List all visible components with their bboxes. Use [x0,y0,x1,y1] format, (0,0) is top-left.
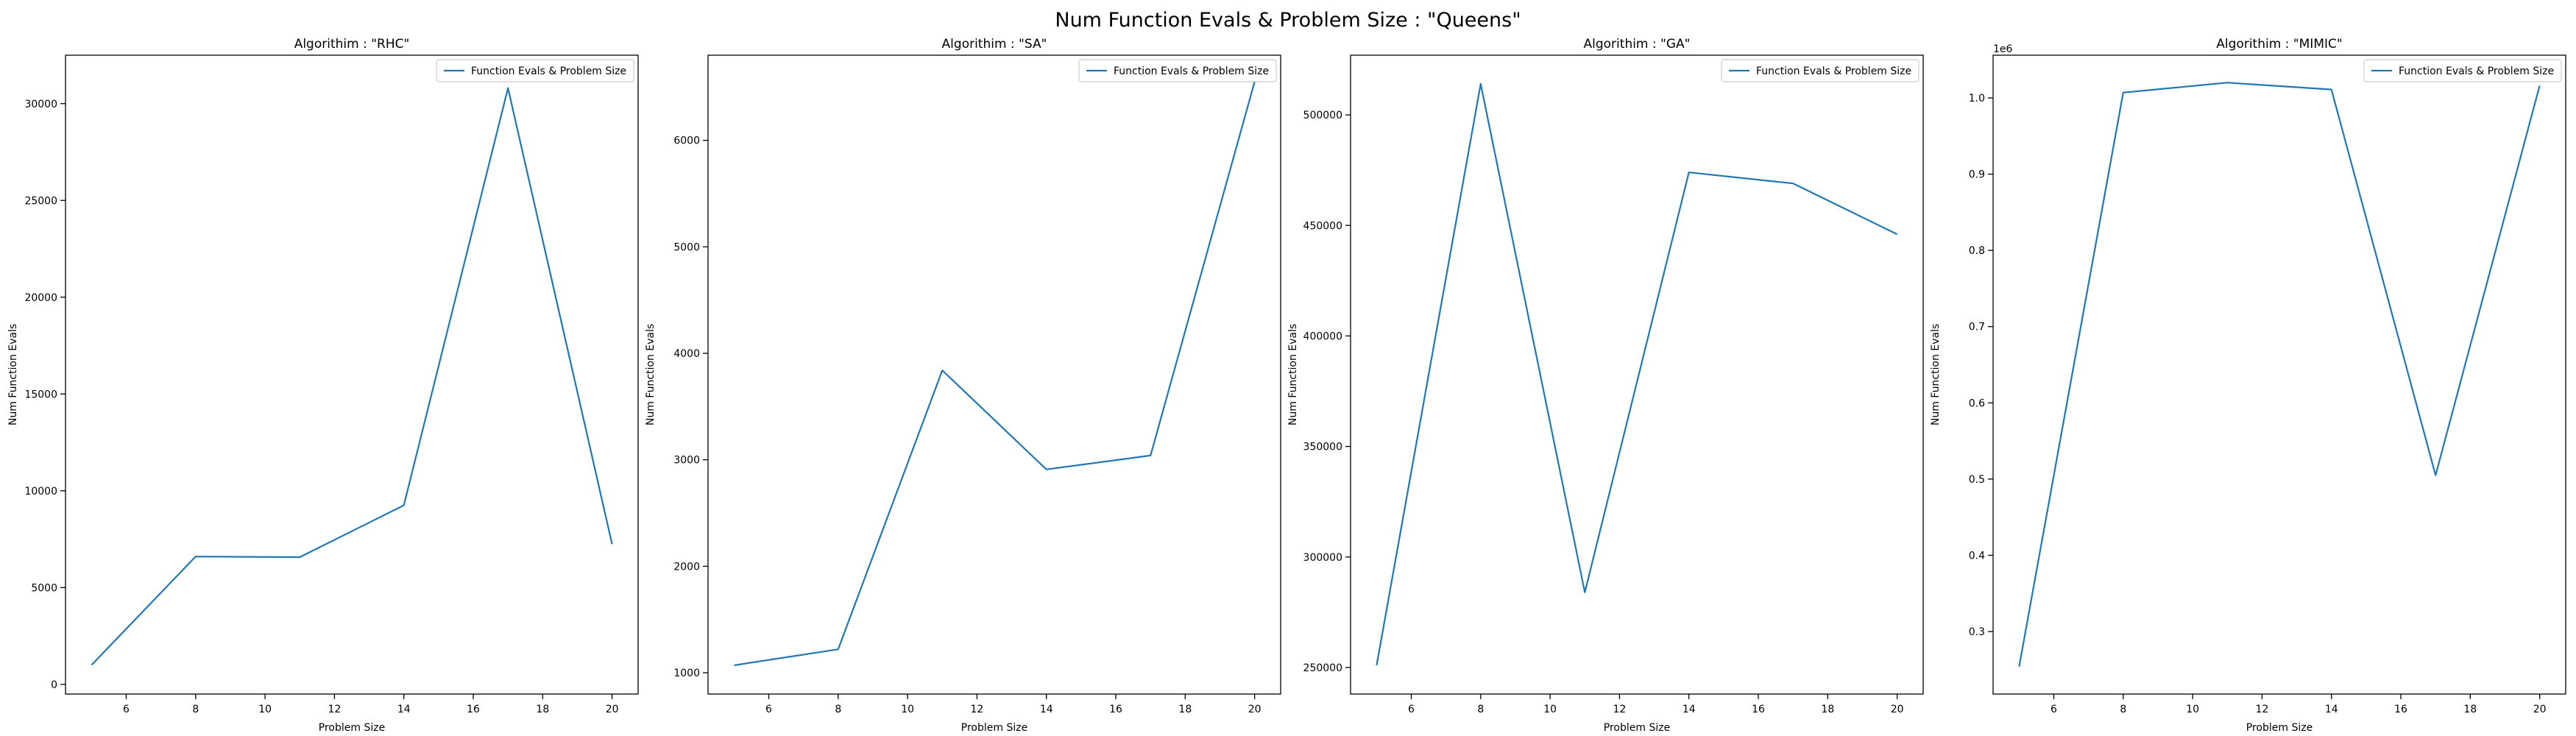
x-axis-label: Problem Size [1604,722,1670,734]
x-axis-label: Problem Size [2246,722,2313,734]
x-tick-label: 6 [123,704,130,715]
y-tick-label: 2000 [673,561,700,573]
x-tick-label: 10 [2186,704,2199,715]
x-tick-label: 16 [467,704,480,715]
y-tick-label: 250000 [1303,662,1342,674]
series-line [2018,82,2541,667]
x-tick-label: 20 [2533,704,2547,715]
legend [2363,59,2562,82]
legend [1721,59,1919,82]
y-tick-label: 0.4 [1969,550,1985,562]
y-tick-label: 1.0 [1969,93,1985,105]
y-axis-label: Num Function Evals [1930,324,1942,425]
x-tick-label: 20 [1891,704,1904,715]
legend-label: Function Evals & Problem Size [1114,66,1269,77]
y-tick-label: 0.7 [1969,322,1985,333]
x-tick-label: 12 [2256,704,2269,715]
x-tick-label: 14 [397,704,411,715]
y-axis-label: Num Function Evals [1287,324,1299,425]
legend-label: Function Evals & Problem Size [471,66,626,77]
legend-label: Function Evals & Problem Size [2399,66,2554,77]
subplot-title: Algorithim : "GA" [1584,37,1691,52]
x-tick-label: 10 [258,704,272,715]
x-tick-label: 18 [1821,704,1834,715]
y-tick-label: 0.5 [1969,474,1985,486]
subplot-2: Algorithim : "SA" 6 8 10 12 14 16 18 20 1000 2000 3… [645,37,1281,734]
y-tick-label: 0.3 [1969,626,1985,638]
x-tick-label: 8 [835,704,841,715]
y-tick-label: 10000 [24,486,57,498]
x-tick-label: 12 [971,704,984,715]
y-tick-label: 20000 [24,292,57,304]
y-tick-label: 400000 [1303,330,1342,342]
y-tick-label: 300000 [1303,552,1342,564]
legend [436,59,634,82]
series-line [91,87,613,666]
x-tick-label: 20 [1248,704,1262,715]
x-tick-label: 16 [2394,704,2407,715]
y-tick-label: 5000 [673,241,700,253]
y-tick-label: 25000 [24,195,57,207]
y-tick-label: 5000 [31,582,57,594]
y-tick-label: 350000 [1303,442,1342,453]
plot-area [1992,54,2566,695]
x-tick-label: 16 [1752,704,1765,715]
y-tick-label: 450000 [1303,220,1342,232]
x-tick-label: 18 [1178,704,1192,715]
y-tick-label: 0.8 [1969,245,1985,257]
legend-label: Function Evals & Problem Size [1756,66,1911,77]
y-tick-label: 30000 [24,99,57,110]
legend [1078,59,1277,82]
x-tick-label: 10 [1543,704,1557,715]
y-offset-label: 1e6 [1993,43,2013,55]
x-tick-label: 18 [2463,704,2477,715]
x-tick-label: 8 [192,704,199,715]
y-tick-label: 3000 [673,455,700,467]
x-tick-label: 10 [901,704,914,715]
subplot-title: Algorithim : "MIMIC" [2216,37,2342,52]
x-tick-label: 12 [1613,704,1627,715]
y-tick-label: 15000 [24,389,57,400]
y-tick-label: 1000 [673,668,700,679]
subplot-3: Algorithim : "GA" 6 8 10 12 14 16 18 20 250000 300… [1287,37,1924,734]
x-tick-label: 12 [328,704,342,715]
y-axis-label: Num Function Evals [645,324,657,425]
subplot-title: Algorithim : "RHC" [294,37,410,52]
x-tick-label: 18 [536,704,549,715]
y-tick-label: 0.9 [1969,169,1985,181]
y-tick-label: 0.6 [1969,397,1985,409]
x-tick-label: 6 [2050,704,2057,715]
subplot-4: Algorithim : "MIMIC" 6 8 10 12 14 16 18 20 0.3 0.4… [1930,37,2566,734]
figure-suptitle: Num Function Evals & Problem Size : "Que… [1055,9,1521,32]
x-tick-label: 20 [606,704,619,715]
series-line [734,81,1256,666]
x-tick-label: 8 [2120,704,2126,715]
x-axis-label: Problem Size [319,722,385,734]
y-tick-label: 0 [51,679,57,691]
series-line [1376,82,1898,666]
x-tick-label: 14 [2325,704,2338,715]
plot-area [65,54,639,695]
x-tick-label: 6 [765,704,772,715]
x-tick-label: 16 [1109,704,1122,715]
x-tick-label: 8 [1477,704,1484,715]
y-tick-label: 6000 [673,135,700,147]
y-axis-label: Num Function Evals [7,324,19,425]
y-tick-label: 500000 [1303,110,1342,121]
plot-area [1350,54,1924,695]
subplot-title: Algorithim : "SA" [942,37,1047,52]
y-tick-label: 4000 [673,348,700,360]
x-tick-label: 6 [1408,704,1415,715]
x-tick-label: 14 [1682,704,1696,715]
x-tick-label: 14 [1040,704,1053,715]
subplot-1: Algorithim : "RHC" 6 8 10 12 14 16 18 20 0 5000 100… [7,37,639,734]
plot-area [707,54,1281,695]
x-axis-label: Problem Size [961,722,1027,734]
